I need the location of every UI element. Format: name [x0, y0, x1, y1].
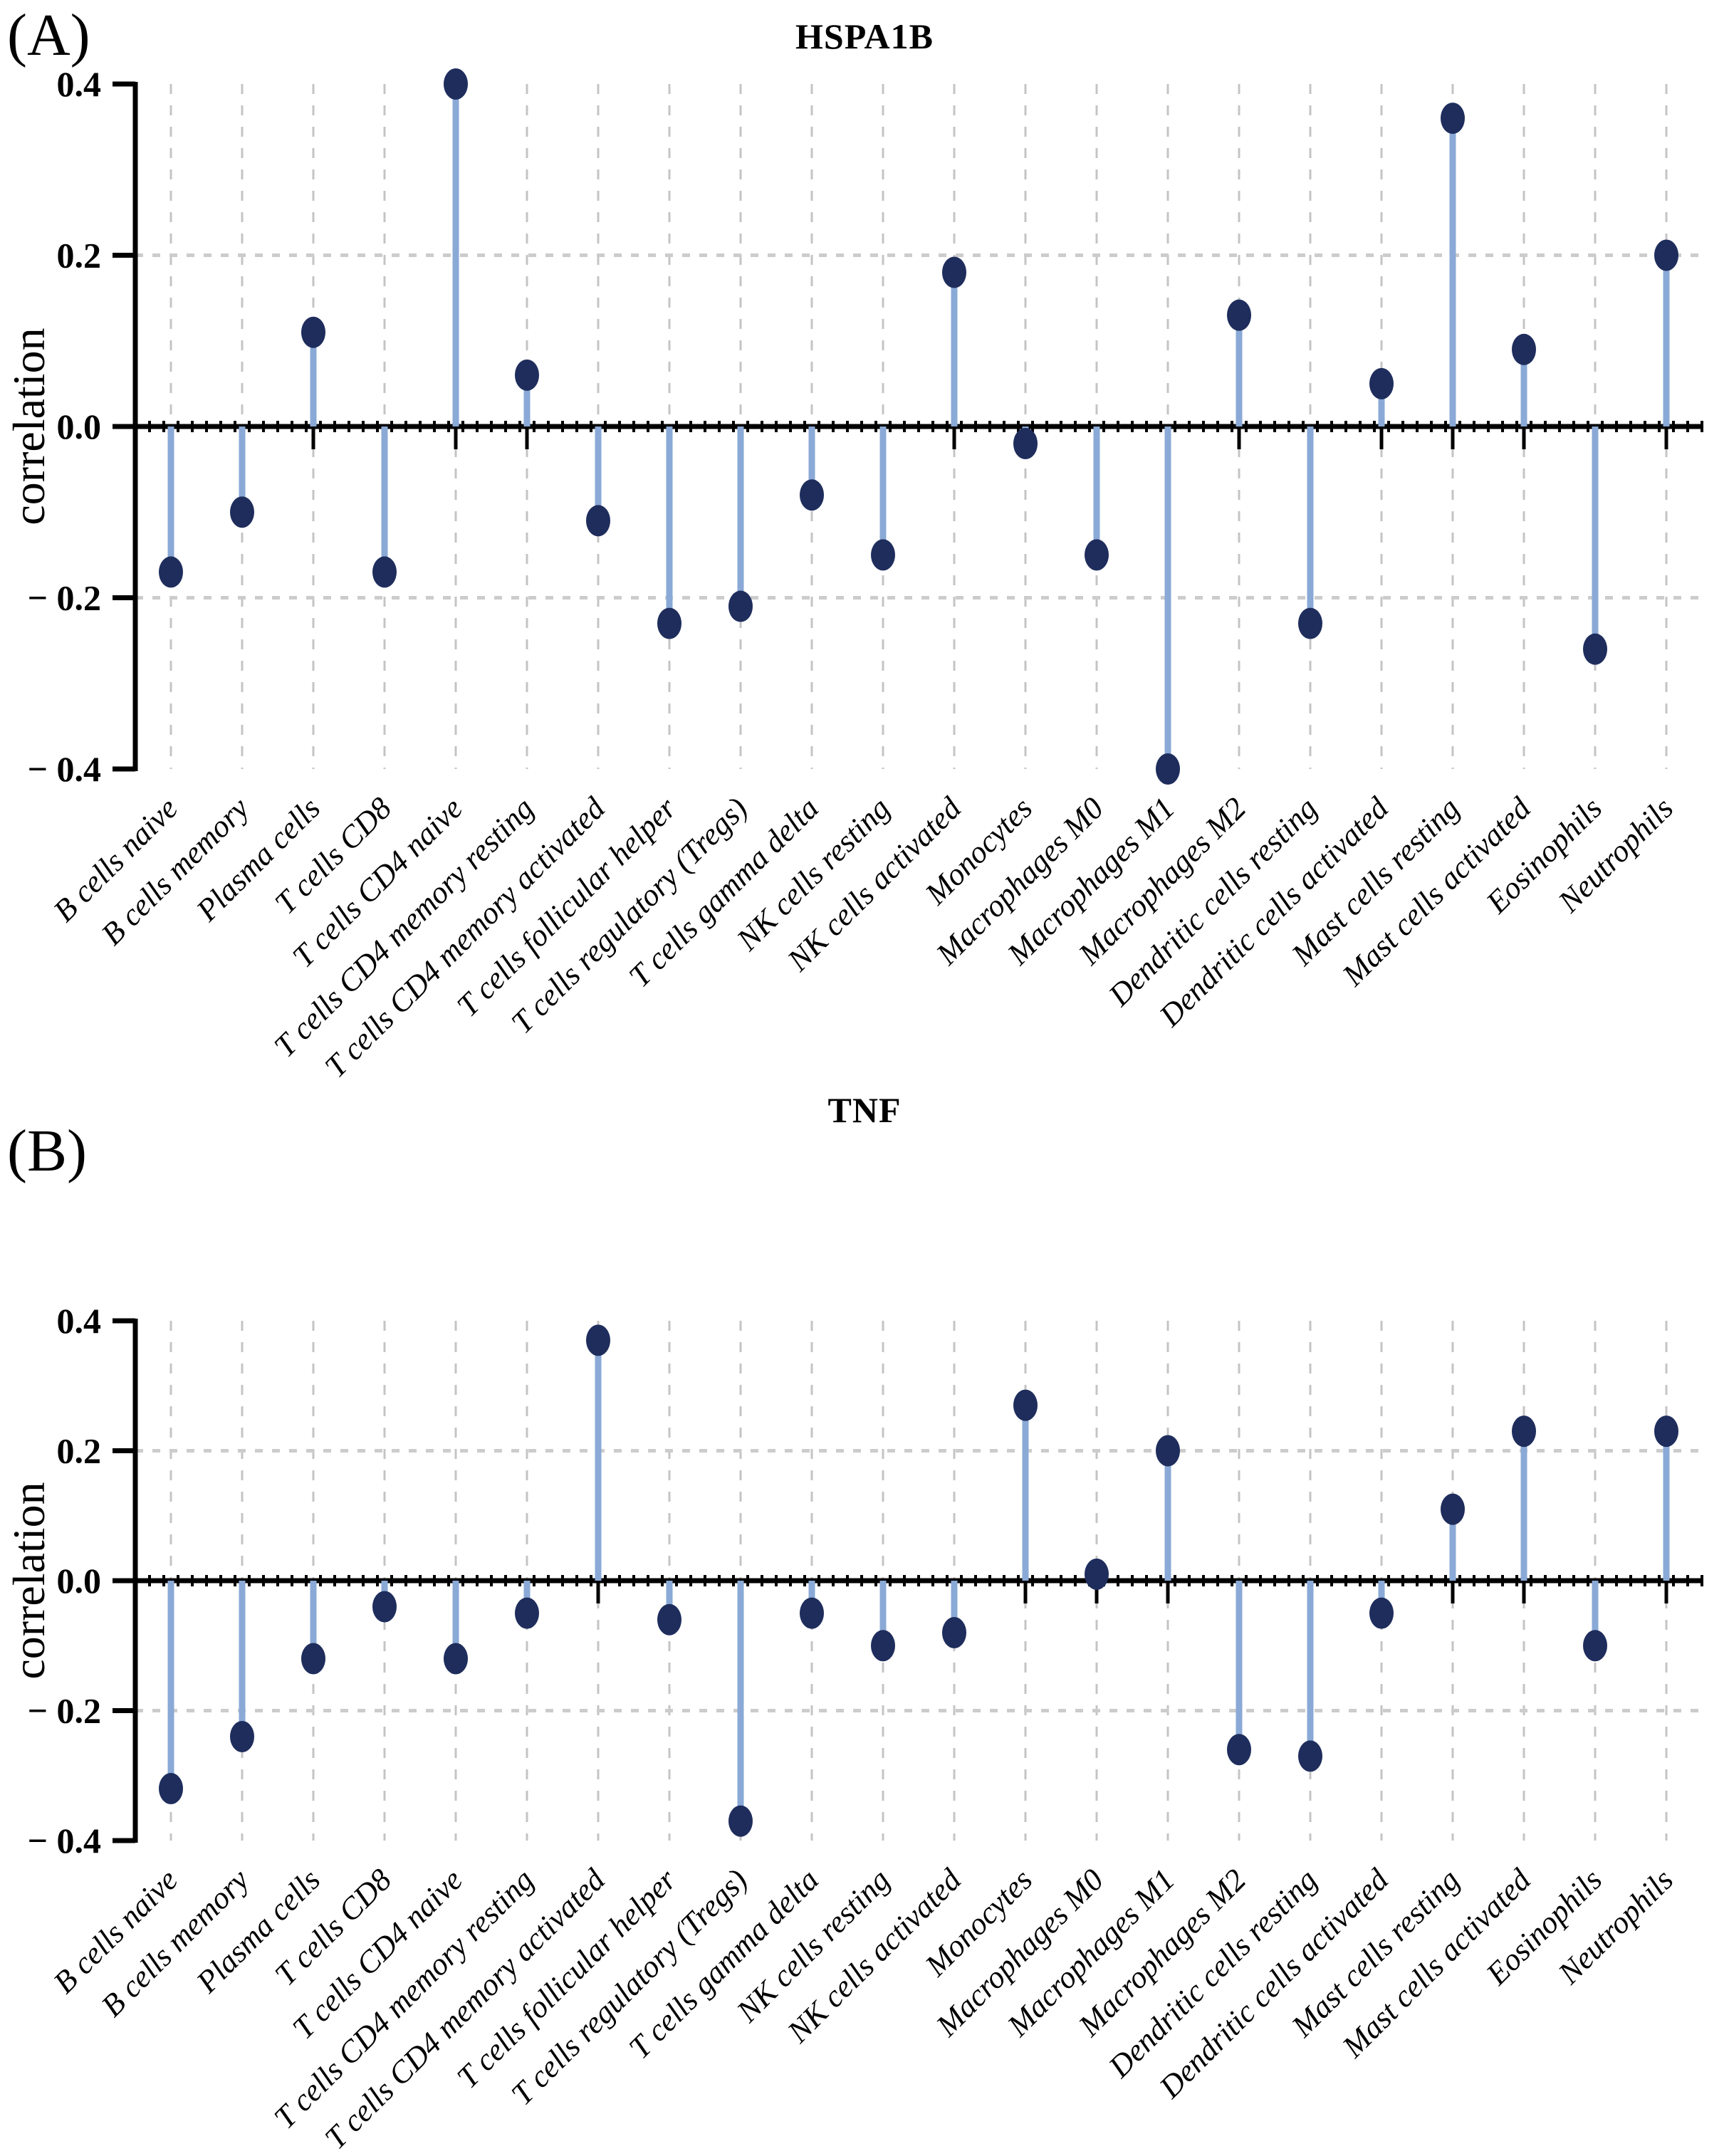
- panel-b-title: TNF: [827, 1090, 902, 1130]
- data-dot: [301, 316, 325, 348]
- data-dot: [515, 1597, 539, 1629]
- data-dot: [1227, 1734, 1251, 1766]
- data-dot: [1013, 1389, 1038, 1421]
- data-dot: [1156, 753, 1180, 785]
- data-dot: [159, 556, 183, 588]
- data-dot: [301, 1643, 325, 1675]
- y-tick-label: 0.0: [57, 407, 102, 446]
- y-tick-label: − 0.2: [28, 578, 102, 618]
- data-dot: [1013, 428, 1038, 460]
- data-dot: [159, 1773, 183, 1804]
- data-dot: [1298, 607, 1322, 639]
- data-dot: [1512, 1415, 1536, 1448]
- data-dot: [657, 607, 681, 639]
- data-dot: [444, 1643, 468, 1675]
- y-tick-label: 0.0: [57, 1561, 102, 1601]
- y-tick-label: 0.4: [57, 1301, 102, 1341]
- data-dot: [800, 1597, 824, 1629]
- data-dot: [728, 1805, 753, 1837]
- data-dot: [1085, 1558, 1109, 1590]
- y-tick-label: − 0.4: [28, 749, 102, 789]
- data-dot: [1156, 1435, 1180, 1467]
- data-dot: [1298, 1740, 1322, 1772]
- data-dot: [230, 1721, 254, 1752]
- data-dot: [1654, 239, 1678, 271]
- data-dot: [1512, 333, 1536, 365]
- data-dot: [1369, 367, 1394, 399]
- y-tick-label: − 0.4: [28, 1821, 102, 1861]
- data-dot: [871, 1630, 895, 1662]
- data-dot: [728, 590, 753, 622]
- data-dot: [230, 496, 254, 528]
- data-dot: [800, 479, 824, 511]
- y-tick-label: − 0.2: [28, 1691, 102, 1731]
- data-dot: [942, 256, 966, 288]
- data-dot: [515, 359, 539, 391]
- y-axis-title: correlation: [4, 328, 54, 525]
- y-tick-label: 0.2: [57, 236, 102, 276]
- data-dot: [871, 539, 895, 571]
- data-dot: [1441, 103, 1465, 135]
- y-axis-title: correlation: [4, 1482, 54, 1679]
- y-tick-label: 0.4: [57, 64, 102, 104]
- data-dot: [586, 1324, 610, 1356]
- data-dot: [942, 1617, 966, 1648]
- data-dot: [372, 556, 397, 588]
- data-dot: [1227, 299, 1251, 331]
- data-dot: [1583, 633, 1607, 665]
- data-dot: [657, 1603, 681, 1636]
- panel-b-label: (B): [7, 1118, 87, 1184]
- data-dot: [1654, 1415, 1678, 1448]
- data-dot: [372, 1591, 397, 1623]
- data-dot: [1369, 1597, 1394, 1629]
- y-tick-label: 0.2: [57, 1431, 102, 1471]
- data-dot: [586, 505, 610, 537]
- panel-a-title: HSPA1B: [795, 16, 934, 56]
- data-dot: [1583, 1630, 1607, 1662]
- panel-a-label: (A): [7, 2, 90, 68]
- data-dot: [1441, 1493, 1465, 1525]
- data-dot: [1085, 539, 1109, 571]
- data-dot: [444, 68, 468, 100]
